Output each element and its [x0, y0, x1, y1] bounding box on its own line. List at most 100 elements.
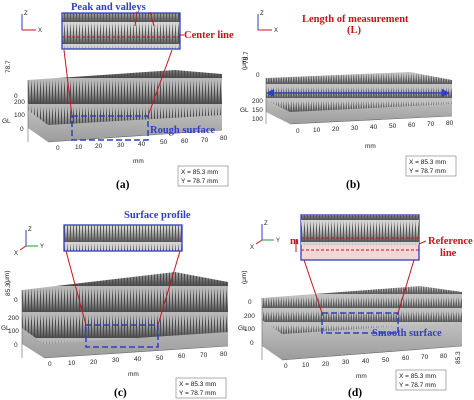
h-tick: 80 [446, 120, 454, 127]
um-label: (μm) [241, 57, 248, 71]
axis-triad: Z X [21, 11, 42, 34]
readout-x: X = 85.3 mm [181, 169, 218, 176]
surface-mesh [22, 272, 228, 344]
h-tick: 80 [440, 353, 448, 360]
readout-y: Y = 78.7 mm [179, 390, 216, 397]
readout-x: X = 85.3 mm [399, 373, 436, 380]
h-tick: 10 [75, 144, 83, 151]
vert-tick-100: 100 [8, 328, 19, 335]
h-tick: 20 [322, 361, 330, 368]
panel-d: Z Y X m Reference line (μm) 0 200 100 0 … [238, 214, 473, 399]
profile-region-box [85, 324, 159, 348]
zoom-strip [301, 215, 419, 245]
panel-label: (a) [116, 179, 130, 191]
side-zero: 0 [14, 297, 18, 304]
gl-label: GL [2, 118, 11, 125]
side-value: 78.7 [5, 60, 12, 73]
panel-c: Z Y X Surface profile 85.3 0 (μm) 200 10… [1, 210, 229, 399]
rough-surface-mesh [28, 70, 222, 125]
h-tick: 40 [138, 141, 146, 148]
side-zero: 0 [248, 299, 252, 306]
horiz-ticks: 0 10 20 30 40 50 60 70 80 [56, 135, 228, 152]
length-symbol: (L) [347, 25, 362, 36]
h-tick: 70 [200, 352, 208, 359]
triad-z-label: Z [264, 221, 268, 227]
mm-label: mm [356, 373, 367, 380]
side-value: 78.7 [243, 51, 250, 64]
h-tick: 80 [220, 351, 228, 358]
side-zero: 0 [14, 93, 18, 100]
length-label: Length of measurement [302, 14, 409, 25]
h-tick: 20 [95, 143, 103, 150]
h-tick: 0 [56, 145, 60, 152]
horizontal-axis [289, 115, 453, 125]
mm-label: mm [365, 143, 376, 150]
readout-box [177, 165, 229, 187]
triad-z-label: Z [24, 11, 28, 17]
h-tick: 0 [48, 361, 52, 368]
surface-profile-label: Surface profile [124, 210, 191, 221]
triad-z-label: Z [28, 227, 32, 233]
mm-label: mm [133, 158, 144, 165]
h-tick: 30 [342, 359, 350, 366]
horiz-ticks: 0 10 20 30 40 50 60 70 80 [284, 353, 448, 370]
vert-tick-200: 200 [252, 98, 263, 105]
zoom-strip [63, 224, 183, 252]
h-tick: 30 [351, 125, 359, 132]
vert-tick-0: 0 [20, 126, 24, 133]
h-tick: 50 [160, 139, 168, 146]
h-tick: 10 [302, 362, 310, 369]
h-tick: 60 [402, 355, 410, 362]
side-zero: 0 [256, 72, 260, 79]
axis-triad: Z X [257, 11, 278, 34]
h-tick: 50 [156, 355, 164, 362]
gl-label: GL [240, 107, 249, 114]
readout-y: Y = 78.7 mm [409, 168, 446, 175]
um-label: (μm) [4, 271, 11, 285]
side-value: 85.3 [5, 283, 12, 296]
um-label: (μm) [241, 271, 248, 285]
readout-y: Y = 78.7 mm [399, 382, 436, 389]
h-tick: 50 [389, 123, 397, 130]
reference-pointer [418, 240, 427, 245]
h-tick: 0 [284, 363, 288, 370]
zoom-pointer-right [397, 259, 415, 314]
vert-tick-0: 0 [250, 340, 254, 347]
surface-mesh [266, 72, 452, 112]
h-tick: 50 [382, 357, 390, 364]
smooth-surface-label: Smooth surface [372, 328, 442, 339]
h-tick: 10 [68, 360, 76, 367]
h-tick: 70 [201, 137, 209, 144]
panel-b: Z X Length of measurement (L) 78.7 0 (μm… [240, 11, 457, 191]
peak-valleys-label: Peak and valleys [71, 2, 146, 13]
arrow-head-left [266, 89, 274, 97]
zoom-pointer-left [303, 259, 323, 314]
h-tick: 70 [421, 354, 429, 361]
triad-y-label: Y [40, 244, 44, 250]
axis-triad: Z Y X [14, 227, 44, 257]
vert-tick-150: 150 [252, 107, 263, 114]
readout-box [405, 155, 457, 177]
panel-label: (c) [114, 387, 127, 399]
triad-z-label: Z [260, 11, 264, 17]
smooth-region-box [321, 312, 399, 334]
vert-tick-100: 100 [244, 326, 255, 333]
m-label: m [290, 236, 299, 247]
mm-label: mm [128, 371, 139, 378]
readout-x: X = 85.3 mm [179, 381, 216, 388]
readout-box [395, 369, 447, 391]
gl-label: GL [1, 325, 10, 332]
vert-tick-200: 200 [8, 315, 19, 322]
rough-region-box [71, 115, 149, 141]
panel-label: (d) [348, 387, 362, 399]
horizontal-axis [43, 345, 229, 359]
center-line-label: Center line [184, 30, 234, 41]
pointer-peak [134, 11, 138, 27]
vert-tick-0: 0 [14, 342, 18, 349]
h-tick: 40 [134, 356, 142, 363]
h-tick: 30 [117, 142, 125, 149]
smooth-surface-mesh [262, 286, 462, 334]
h-tick: 20 [90, 359, 98, 366]
axis-triad: Z Y X [250, 221, 280, 251]
rough-surface-label: Rough surface [150, 125, 215, 136]
